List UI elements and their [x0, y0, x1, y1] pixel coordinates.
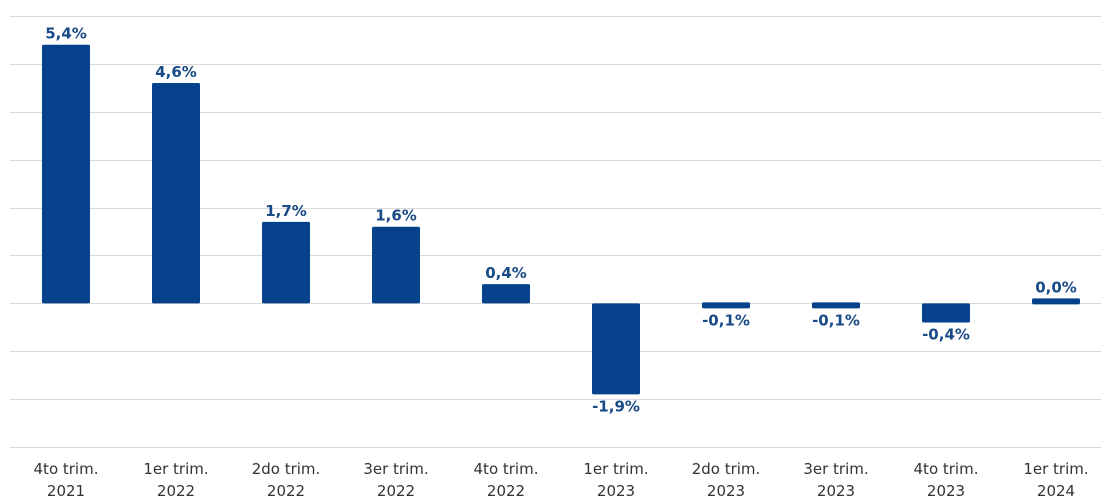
data-label-8: -0,4%: [922, 325, 970, 343]
bar-5: [592, 303, 640, 395]
bar-6: [702, 302, 750, 309]
bar-2: [262, 221, 310, 304]
bar-9: [1032, 298, 1080, 305]
x-tick-label-7-line2: 2023: [817, 482, 855, 500]
bar-0: [42, 44, 90, 304]
data-label-9: 0,0%: [1035, 278, 1077, 296]
x-tick-label-3-line2: 2022: [377, 482, 415, 500]
x-tick-label-4-line1: 4to trim.: [474, 460, 539, 478]
bars: [42, 44, 1080, 395]
bar-1: [152, 83, 200, 304]
data-label-2: 1,7%: [265, 202, 307, 220]
data-label-1: 4,6%: [155, 63, 197, 81]
x-axis-labels: 4to trim. 2021 1er trim. 2022 2do trim. 2022 3…: [34, 460, 1089, 500]
x-tick-label-7-line1: 3er trim.: [803, 460, 868, 478]
x-tick-label-1-line2: 2022: [157, 482, 195, 500]
x-tick-label-9-line2: 2024: [1037, 482, 1075, 500]
bar-7: [812, 302, 860, 309]
data-label-6: -0,1%: [702, 311, 750, 329]
x-tick-label-5-line1: 1er trim.: [583, 460, 648, 478]
x-tick-label-0-line1: 4to trim.: [34, 460, 99, 478]
x-tick-label-9-line1: 1er trim.: [1023, 460, 1088, 478]
x-tick-label-2-line2: 2022: [267, 482, 305, 500]
data-labels: 5,4% 4,6% 1,7% 1,6% 0,4% -1,9% -0,1% -0,1% -0,4%…: [45, 25, 1077, 416]
x-tick-label-6-line1: 2do trim.: [692, 460, 761, 478]
x-tick-label-8-line2: 2023: [927, 482, 965, 500]
data-label-0: 5,4%: [45, 25, 87, 43]
x-tick-label-1-line1: 1er trim.: [143, 460, 208, 478]
bar-4: [482, 284, 530, 304]
x-tick-label-5-line2: 2023: [597, 482, 635, 500]
x-tick-label-0-line2: 2021: [47, 482, 85, 500]
data-label-7: -0,1%: [812, 311, 860, 329]
x-tick-label-8-line1: 4to trim.: [914, 460, 979, 478]
data-label-4: 0,4%: [485, 264, 527, 282]
bar-8: [922, 303, 970, 323]
data-label-5: -1,9%: [592, 397, 640, 415]
x-tick-label-2-line1: 2do trim.: [252, 460, 321, 478]
data-label-3: 1,6%: [375, 207, 417, 225]
x-tick-label-6-line2: 2023: [707, 482, 745, 500]
bar-3: [372, 226, 420, 304]
x-tick-label-3-line1: 3er trim.: [363, 460, 428, 478]
x-tick-label-4-line2: 2022: [487, 482, 525, 500]
